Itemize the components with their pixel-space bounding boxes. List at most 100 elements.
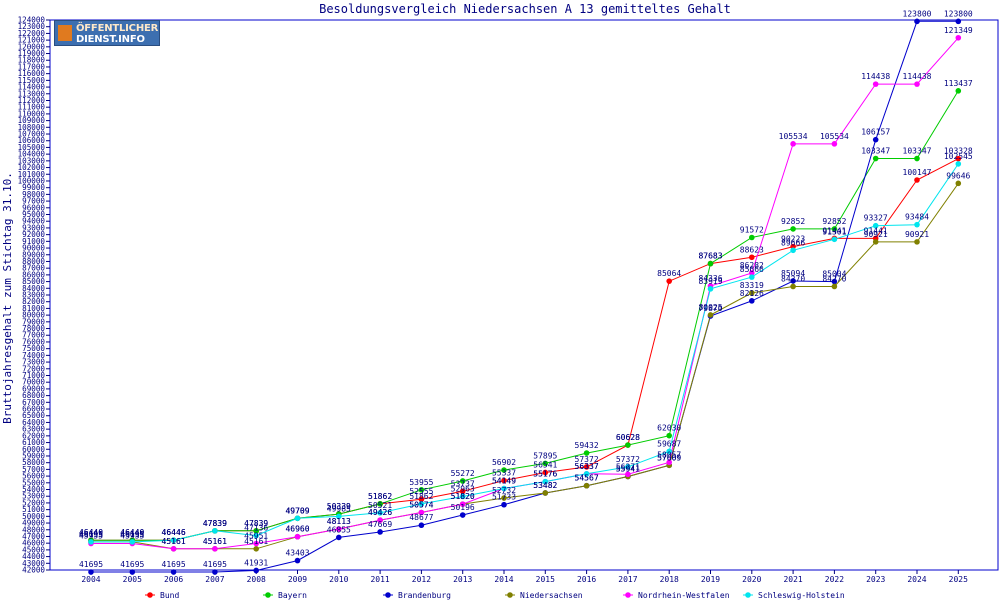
y-tick-label: 124000: [18, 16, 46, 25]
data-point-nordrhein-westfalen: [914, 81, 920, 87]
y-tick-label: 111000: [18, 103, 46, 112]
data-point-schleswig-holstein: [542, 478, 549, 485]
data-point-bund: [542, 469, 549, 476]
x-tick-label: 2015: [536, 575, 555, 584]
y-tick-label: 94000: [22, 217, 45, 226]
data-label-schleswig-holstein: 57372: [616, 455, 640, 464]
x-tick-label: 2007: [205, 575, 224, 584]
data-label-schleswig-holstein: 46195: [120, 530, 144, 539]
legend-marker-bayern: [265, 592, 271, 598]
data-point-bund: [666, 278, 672, 284]
data-label-brandenburg: 57609: [657, 453, 681, 462]
data-label-brandenburg: 55941: [616, 464, 640, 473]
data-label-niedersachsen: 80025: [698, 303, 722, 312]
data-point-bayern: [377, 501, 383, 507]
y-tick-label: 44000: [22, 552, 45, 561]
data-point-nordrhein-westfalen: [294, 533, 301, 540]
data-point-schleswig-holstein: [666, 448, 672, 455]
data-point-schleswig-holstein: [212, 528, 218, 534]
y-tick-label: 91000: [22, 237, 45, 246]
data-point-schleswig-holstein: [914, 221, 920, 228]
data-label-brandenburg: 54567: [575, 474, 599, 483]
data-point-brandenburg: [253, 567, 259, 574]
x-tick-label: 2014: [494, 575, 513, 584]
data-label-bayern: 55272: [451, 469, 475, 478]
y-tick-label: 99000: [22, 183, 45, 192]
data-point-bayern: [418, 487, 425, 493]
y-tick-label: 96000: [22, 203, 45, 212]
data-label-schleswig-holstein: 49709: [285, 506, 309, 515]
data-label-bayern: 103347: [903, 147, 932, 156]
data-point-bund: [583, 464, 590, 470]
y-tick-label: 75000: [22, 344, 45, 353]
data-label-bayern: 113437: [944, 79, 973, 88]
data-label-bund: 91441: [864, 226, 888, 235]
y-tick-label: 51000: [22, 505, 45, 514]
data-label-niedersachsen: 45161: [162, 537, 186, 546]
data-label-niedersachsen: 46195: [120, 530, 144, 539]
y-tick-label: 56000: [22, 472, 45, 481]
data-point-bayern: [459, 478, 466, 484]
data-label-nordrhein-westfalen: 49426: [368, 508, 392, 517]
y-tick-label: 80000: [22, 311, 45, 320]
data-label-schleswig-holstein: 93484: [905, 213, 929, 222]
y-tick-label: 70000: [22, 378, 45, 387]
x-tick-label: 2019: [701, 575, 720, 584]
data-point-nordrhein-westfalen: [625, 471, 631, 478]
data-label-bayern: 60628: [616, 433, 640, 442]
data-label-bayern: 92852: [822, 217, 846, 226]
data-label-bayern: 46440: [79, 528, 103, 537]
y-tick-label: 97000: [22, 197, 45, 206]
legend: Bund Bayern Brandenburg Niedersachsen Nordrh…: [145, 591, 845, 600]
data-point-bayern: [790, 226, 796, 232]
data-label-bayern: 47839: [203, 519, 227, 528]
y-tick-label: 106000: [18, 136, 46, 145]
y-tick-label: 123000: [18, 22, 46, 31]
y-tick-label: 55000: [22, 478, 45, 487]
data-point-schleswig-holstein: [336, 513, 342, 520]
y-tick-label: 62000: [22, 431, 45, 440]
data-label-nordrhein-westfalen: 51820: [451, 492, 475, 501]
data-point-schleswig-holstein: [872, 222, 879, 229]
data-point-bayern: [666, 432, 672, 439]
legend-label-bund: Bund: [160, 591, 179, 600]
data-label-bayern: 49709: [285, 506, 309, 515]
y-tick-label: 112000: [18, 96, 46, 105]
y-tick-label: 42000: [22, 566, 45, 575]
x-tick-label: 2010: [329, 575, 348, 584]
data-label-niedersachsen: 52732: [492, 486, 516, 495]
y-tick-label: 108000: [18, 123, 46, 132]
data-label-bund: 46446: [162, 528, 186, 537]
y-tick-label: 45000: [22, 545, 45, 554]
data-point-nordrhein-westfalen: [459, 501, 466, 507]
data-label-bund: 100147: [903, 168, 932, 177]
data-point-schleswig-holstein: [831, 236, 838, 243]
data-point-schleswig-holstein: [790, 247, 796, 254]
data-label-niedersachsen: 99646: [946, 171, 970, 180]
data-label-brandenburg: 41695: [203, 560, 227, 569]
x-tick-label: 2012: [412, 575, 431, 584]
data-label-brandenburg: 43403: [285, 549, 309, 558]
data-point-brandenburg: [294, 557, 301, 564]
data-point-brandenburg: [418, 522, 425, 529]
data-label-schleswig-holstein: 50521: [368, 501, 392, 510]
data-point-brandenburg: [955, 18, 962, 25]
y-tick-label: 92000: [22, 230, 45, 239]
data-label-bayern: 57895: [533, 451, 557, 460]
legend-label-bayern: Bayern: [278, 591, 307, 600]
data-point-bayern: [707, 260, 714, 267]
y-axis-label: Bruttojahresgehalt zum Stichtag 31.10.: [1, 172, 14, 424]
data-label-schleswig-holstein: 54149: [492, 477, 516, 486]
data-point-brandenburg: [459, 512, 466, 518]
data-point-schleswig-holstein: [955, 161, 962, 167]
data-point-niedersachsen: [542, 490, 549, 496]
x-tick-label: 2006: [164, 575, 183, 584]
legend-label-schleswig-holstein: Schleswig-Holstein: [758, 591, 845, 600]
y-tick-label: 68000: [22, 391, 45, 400]
data-label-brandenburg: 41695: [120, 560, 144, 569]
data-label-bayern: 51862: [368, 492, 392, 501]
legend-marker-brandenburg: [385, 592, 391, 598]
data-label-bund: 57372: [575, 455, 599, 464]
logo-flag-icon: [58, 25, 72, 41]
data-point-bund: [914, 177, 920, 183]
